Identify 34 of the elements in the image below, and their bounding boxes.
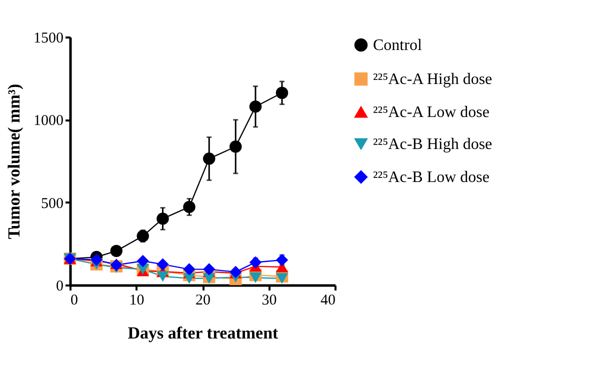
point xyxy=(156,212,169,225)
x-axis-title: Days after treatment xyxy=(128,324,279,342)
legend-label: ²²⁵Ac-B High dose xyxy=(373,136,492,153)
point xyxy=(183,273,196,284)
legend-label: ²²⁵Ac-B Low dose xyxy=(373,169,490,186)
point xyxy=(156,258,169,270)
x-tick-label: 30 xyxy=(262,292,277,308)
point xyxy=(183,200,196,214)
point xyxy=(249,100,262,113)
point xyxy=(276,273,288,284)
y-tick-label: 1000 xyxy=(34,113,64,130)
point xyxy=(230,140,242,153)
point xyxy=(183,263,196,276)
point xyxy=(249,272,262,284)
y-tick-label: 1500 xyxy=(34,30,64,46)
point xyxy=(110,244,122,258)
legend-label: ²²⁵Ac-A Low dose xyxy=(373,104,490,121)
point xyxy=(249,256,262,268)
point xyxy=(276,254,288,266)
legend-label: Control xyxy=(373,37,422,54)
x-tick-label: 0 xyxy=(70,292,78,308)
point xyxy=(203,263,216,276)
y-tick-label: 500 xyxy=(41,196,64,212)
point xyxy=(156,271,169,282)
point xyxy=(136,254,149,268)
point xyxy=(203,273,216,284)
point xyxy=(276,86,288,99)
y-axis-title: Tumor volume( mm³) xyxy=(4,84,24,240)
legend-label: ²²⁵Ac-A High dose xyxy=(373,71,492,88)
x-tick-label: 10 xyxy=(129,292,144,308)
x-tick-label: 40 xyxy=(320,292,336,308)
x-tick-label: 20 xyxy=(196,292,210,308)
y-tick-label: 0 xyxy=(56,278,64,294)
point xyxy=(203,152,216,165)
